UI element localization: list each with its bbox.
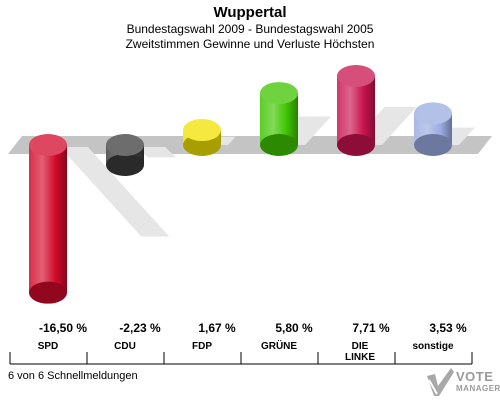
bar-grüne <box>260 82 298 156</box>
chart-subtitle-2: Zweitstimmen Gewinne und Verluste Höchst… <box>125 37 375 51</box>
value-label: -2,23 % <box>119 321 161 335</box>
category-label: LINKE <box>345 352 375 363</box>
category-label: FDP <box>192 341 212 352</box>
bar-die-linke <box>337 64 375 156</box>
bar-shadow <box>137 147 176 158</box>
logo-text-manager: MANAGER <box>456 384 500 393</box>
category-label: sonstige <box>412 341 454 352</box>
bar-cdu <box>106 134 144 176</box>
logo-text-vote: VOTE <box>456 369 494 384</box>
category-label: DIE <box>352 341 369 352</box>
bar-sonstige <box>414 102 452 156</box>
footer-note: 6 von 6 Schnellmeldungen <box>8 370 138 382</box>
category-label: GRÜNE <box>261 339 297 352</box>
chart-subtitle-1: Bundestagswahl 2009 - Bundestagswahl 200… <box>126 22 374 36</box>
bar-shadow <box>60 147 170 237</box>
value-label: 1,67 % <box>198 321 236 335</box>
bar-fdp <box>183 119 221 156</box>
chart-title: Wuppertal <box>213 4 287 21</box>
value-label: 7,71 % <box>352 321 390 335</box>
vote-manager-logo: VOTE MANAGER <box>425 366 500 398</box>
category-label: SPD <box>38 341 59 352</box>
checkmark-logo-icon <box>427 368 454 396</box>
value-label: -16,50 % <box>39 321 87 335</box>
bar-spd <box>29 134 67 304</box>
value-label: 5,80 % <box>275 321 313 335</box>
value-label: 3,53 % <box>429 321 467 335</box>
category-label: CDU <box>114 341 136 352</box>
